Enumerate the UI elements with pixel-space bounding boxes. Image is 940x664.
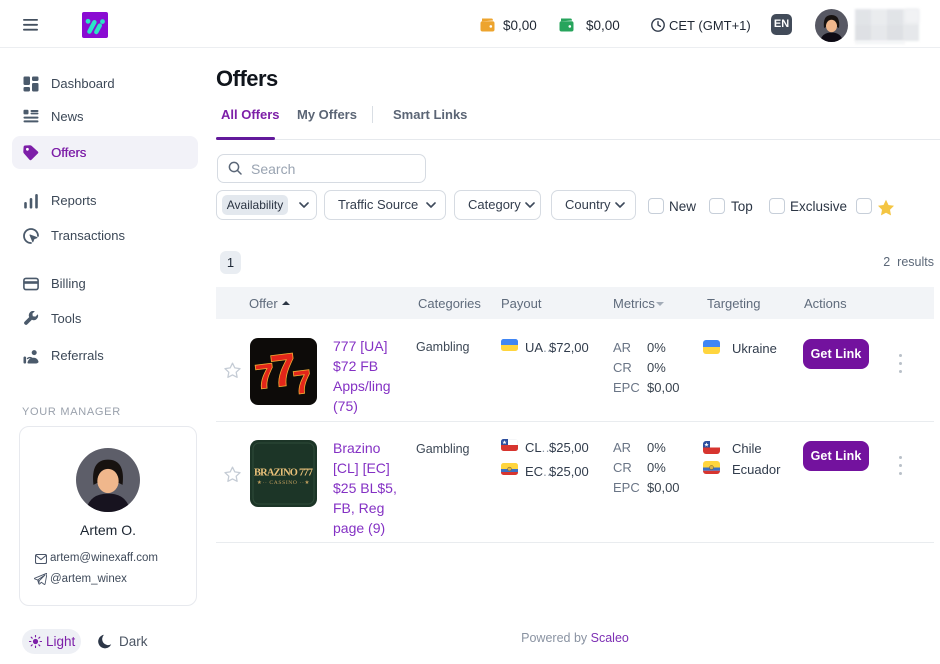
svg-text:7: 7 [291, 363, 313, 401]
svg-text:★·· CASSINO ··★: ★·· CASSINO ··★ [257, 479, 310, 486]
svg-text:7: 7 [268, 343, 299, 397]
svg-text:BRAZINO 777: BRAZINO 777 [254, 468, 313, 479]
svg-text:7: 7 [253, 357, 276, 397]
